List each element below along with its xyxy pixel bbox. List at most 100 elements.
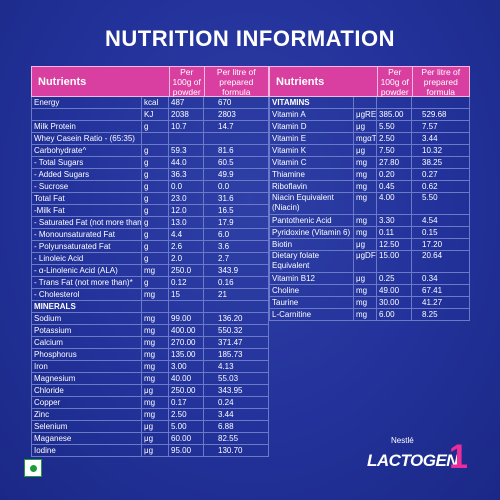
table-row: - Saturated Fat (not more than) g 13.0 17.9 bbox=[31, 217, 269, 229]
value-per-100g: 250.00 bbox=[169, 385, 204, 396]
value-per-100g bbox=[169, 301, 204, 312]
table-row: Energy kcal 487 670 bbox=[31, 97, 269, 109]
nutrients-table-left: Nutrients Per 100g of powder Per litre o… bbox=[31, 66, 269, 457]
value-per-litre: 7.57 bbox=[412, 121, 470, 132]
nutrient-name: Copper bbox=[31, 397, 142, 408]
nutrient-name: VITAMINS bbox=[269, 97, 354, 108]
table-row: Potassium mg 400.00 550.32 bbox=[31, 325, 269, 337]
table-row: Niacin Equivalent (Niacin) mg 4.00 5.50 bbox=[269, 193, 470, 215]
table-row: - Linoleic Acid g 2.0 2.7 bbox=[31, 253, 269, 265]
table-row: Total Fat g 23.0 31.6 bbox=[31, 193, 269, 205]
nutrient-name: L-Carnitine bbox=[269, 309, 354, 320]
nutrient-unit: μgDFE bbox=[354, 251, 377, 272]
nutrient-unit: mg bbox=[142, 397, 169, 408]
value-per-100g: 40.00 bbox=[169, 373, 204, 384]
nutrient-name: - Trans Fat (not more than)* bbox=[31, 277, 142, 288]
nutrient-unit: mg bbox=[142, 289, 169, 300]
value-per-100g: 27.80 bbox=[377, 157, 412, 168]
value-per-litre: 3.44 bbox=[412, 133, 470, 144]
value-per-100g: 487 bbox=[169, 97, 204, 108]
value-per-100g: 5.00 bbox=[169, 421, 204, 432]
value-per-litre: 8.25 bbox=[412, 309, 470, 320]
value-per-100g: 95.00 bbox=[169, 445, 204, 456]
header-nutrients: Nutrients bbox=[276, 75, 325, 88]
nutrient-unit: μgRE bbox=[356, 109, 377, 120]
value-per-100g: 49.00 bbox=[377, 285, 412, 296]
nutrient-name: Vitamin K bbox=[269, 145, 354, 156]
table-row: Biotin μg 12.50 17.20 bbox=[269, 239, 470, 251]
nutrient-name: - Linoleic Acid bbox=[31, 253, 142, 264]
nutrient-unit: μg bbox=[354, 273, 377, 284]
nutrient-unit: g bbox=[142, 181, 169, 192]
table-row: Taurine mg 30.00 41.27 bbox=[269, 297, 470, 309]
nutrient-name: Biotin bbox=[269, 239, 354, 250]
table-row: Zinc mg 2.50 3.44 bbox=[31, 409, 269, 421]
veg-mark-icon bbox=[24, 459, 42, 477]
value-per-100g: 385.00 bbox=[377, 109, 412, 120]
nutrient-unit: mg bbox=[354, 181, 377, 192]
nutrient-unit: μg bbox=[142, 445, 169, 456]
value-per-100g: 44.0 bbox=[169, 157, 204, 168]
table-row: Iron mg 3.00 4.13 bbox=[31, 361, 269, 373]
nutrient-unit: kcal bbox=[142, 97, 169, 108]
table-row: Vitamin EmgαTE2.503.44 bbox=[269, 133, 470, 145]
value-per-litre: 529.68 bbox=[412, 109, 470, 120]
header-per-100g: Per 100g of powder bbox=[168, 67, 204, 97]
table-row: Carbohydrate^ g 59.3 81.6 bbox=[31, 145, 269, 157]
value-per-100g: 10.7 bbox=[169, 121, 204, 132]
value-per-litre: 55.03 bbox=[204, 373, 269, 384]
nutrient-name: - α-Linolenic Acid (ALA) bbox=[31, 265, 142, 276]
value-per-100g: 0.0 bbox=[169, 181, 204, 192]
value-per-litre: 0.0 bbox=[204, 181, 269, 192]
value-per-litre: 17.20 bbox=[412, 239, 470, 250]
value-per-100g: 99.00 bbox=[169, 313, 204, 324]
nutrient-name: Pantothenic Acid bbox=[269, 215, 354, 226]
nutrient-unit bbox=[142, 133, 169, 144]
value-per-100g: 30.00 bbox=[377, 297, 412, 308]
value-per-litre: 343.9 bbox=[204, 265, 269, 276]
value-per-litre: 0.34 bbox=[412, 273, 470, 284]
value-per-litre: 6.88 bbox=[204, 421, 269, 432]
nutrient-unit: μg bbox=[142, 421, 169, 432]
nutrient-name: Energy bbox=[31, 97, 142, 108]
value-per-100g: 13.0 bbox=[169, 217, 204, 228]
nutrient-name: Calcium bbox=[31, 337, 142, 348]
value-per-litre: 10.32 bbox=[412, 145, 470, 156]
value-per-litre bbox=[412, 97, 470, 108]
value-per-100g: 0.11 bbox=[377, 227, 412, 238]
nutrient-name: Whey Casein Ratio - (65:35) bbox=[31, 133, 142, 144]
table-row: KJ 2038 2803 bbox=[31, 109, 269, 121]
nutrient-name: Choline bbox=[269, 285, 354, 296]
table-row: Maganese μg 60.00 82.55 bbox=[31, 433, 269, 445]
table-body: Energy kcal 487 670 KJ 2038 2803 Milk Protein g 1… bbox=[31, 97, 269, 457]
nutrient-unit bbox=[142, 301, 169, 312]
table-row: Calcium mg 270.00 371.47 bbox=[31, 337, 269, 349]
header-per-litre: Per litre of prepared formula bbox=[203, 67, 268, 97]
value-per-100g: 400.00 bbox=[169, 325, 204, 336]
value-per-litre: 81.6 bbox=[204, 145, 269, 156]
table-row: Thiamine mg 0.20 0.27 bbox=[269, 169, 470, 181]
table-row: L-Carnitine mg 6.00 8.25 bbox=[269, 309, 470, 321]
nutrient-name: Vitamin E bbox=[269, 133, 354, 144]
table-row: Pantothenic Acid mg 3.30 4.54 bbox=[269, 215, 470, 227]
nutrient-unit: g bbox=[142, 193, 169, 204]
nutrient-unit: μg bbox=[354, 239, 377, 250]
value-per-100g: 2.50 bbox=[377, 133, 412, 144]
table-row: Copper mg 0.17 0.24 bbox=[31, 397, 269, 409]
value-per-litre: 4.13 bbox=[204, 361, 269, 372]
nutrient-unit: μg bbox=[142, 385, 169, 396]
table-row: -Milk Fat g 12.0 16.5 bbox=[31, 205, 269, 217]
value-per-100g: 15 bbox=[169, 289, 204, 300]
value-per-100g bbox=[377, 97, 412, 108]
value-per-100g: 4.00 bbox=[377, 193, 412, 214]
nutrient-unit: g bbox=[142, 253, 169, 264]
value-per-100g: 60.00 bbox=[169, 433, 204, 444]
value-per-litre: 0.24 bbox=[204, 397, 269, 408]
nutrient-unit: g bbox=[142, 217, 169, 228]
nutrient-name: Iodine bbox=[31, 445, 142, 456]
value-per-litre: 2.7 bbox=[204, 253, 269, 264]
value-per-litre: 16.5 bbox=[204, 205, 269, 216]
value-per-100g bbox=[169, 133, 204, 144]
